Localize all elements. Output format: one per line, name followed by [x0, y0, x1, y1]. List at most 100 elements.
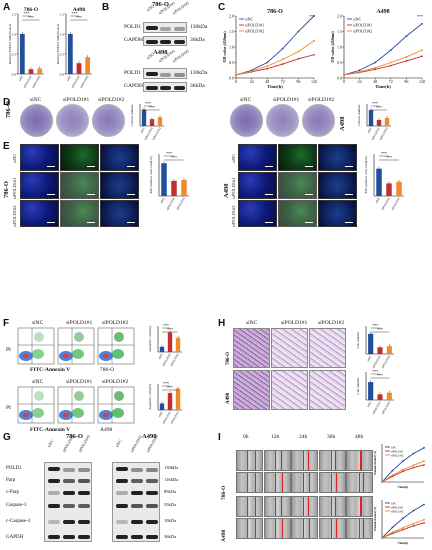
- bar-siPOLD1#2: [386, 346, 392, 354]
- y-tick-label: 2.0: [337, 13, 342, 18]
- blot-b-a498-lane-1: siNC: [145, 51, 156, 61]
- series-line-siNC: [235, 15, 315, 76]
- y-tick-label: 0.0: [12, 72, 17, 76]
- panel-f-786o-pi: PI: [6, 347, 11, 353]
- panel-g-label-0: POLD1: [6, 466, 22, 471]
- legend-label-siPOLD1#1: siPOLD1#1: [245, 22, 264, 27]
- point-siNC: [412, 452, 415, 455]
- panel-f-786o-sinc: siNC: [32, 320, 44, 326]
- sig-marker: ***: [145, 101, 151, 106]
- y-axis-label: Relative POLD1 mRNA level: [56, 24, 60, 65]
- panel-e-a498-row-sinc: siNC: [231, 153, 236, 163]
- panel-e-786o-bar-svg: siNC siPOLD1#1 siPOLD1#2 EdU positive cells…: [149, 151, 189, 211]
- point-siPOLD1#1: [412, 466, 415, 469]
- sig-marker: ***: [386, 155, 392, 160]
- wound-edge-right: [281, 519, 283, 538]
- flow-cluster-core: [103, 413, 109, 417]
- panel-d-786o-si1: siPOLD1#1: [63, 97, 90, 103]
- x-tick-label: siPOLD1#1: [371, 354, 382, 369]
- colony-plate-a498-si1: [266, 104, 299, 137]
- panel-f-786o-cell: 786-O: [100, 367, 115, 373]
- x-tick-label: siPOLD1#2: [378, 126, 389, 140]
- x-tick-label: siNC: [18, 75, 25, 82]
- point-siPOLD1#2: [343, 74, 345, 76]
- blot-b-a498-title: A498: [153, 49, 168, 56]
- panel-e-a498-bar-svg: siNC siPOLD1#1 siPOLD1#2 EdU positive cells…: [364, 151, 404, 211]
- wound-image-r3-c0: [236, 518, 263, 539]
- wound-image-r1-c1: [263, 472, 291, 493]
- series-line-siNC: [343, 23, 423, 76]
- edu-a498-si1-merge: [318, 172, 357, 199]
- wound-edge-right: [335, 473, 337, 492]
- wound-edge-right: [254, 519, 256, 538]
- panel-d-a498-si2: siPOLD1#2: [308, 97, 335, 103]
- point-siPOLD1#2: [266, 65, 269, 68]
- panel-g-label-5: GAPDH: [6, 535, 24, 540]
- point-siPOLD1#2: [423, 460, 425, 462]
- sig-marker: ***: [72, 11, 78, 16]
- x-tick-label: siNC: [157, 353, 164, 360]
- flow-cluster-core: [63, 413, 69, 417]
- edu-786o-si2-edu: [60, 200, 99, 227]
- flow-cluster-early: [72, 408, 84, 418]
- panel-i-time-4: 48h: [355, 434, 364, 440]
- transwell-a498-sinc: [233, 370, 270, 410]
- bar-siPOLD1#2: [396, 181, 402, 196]
- point-siPOLD1#2: [381, 537, 383, 539]
- bar-siNC: [19, 34, 25, 74]
- edu-a498-sinc-merge: [318, 144, 357, 171]
- edu-a498-si1-edu: [278, 172, 317, 199]
- panel-e-a498-row-si1: siPOLD1#1: [231, 177, 236, 199]
- panel-h-786o-side: 786-O: [226, 351, 231, 365]
- panel-g-label-1: Parp: [6, 478, 16, 483]
- legend-label-siPOLD1#1: siPOLD1#1: [391, 506, 404, 509]
- x-tick-label: siPOLD1#2: [390, 196, 401, 211]
- colony-plate-786o-sinc: [20, 104, 53, 137]
- blot-b-786o-kda-gapdh: 36kDa: [190, 37, 205, 43]
- x-tick-label: 0: [343, 79, 345, 84]
- wound-edge-right: [362, 519, 364, 538]
- wound-edge-right: [281, 473, 283, 492]
- panel-label-g: G: [3, 432, 11, 443]
- y-tick-label: 0.5: [337, 60, 342, 65]
- sig-marker: ***: [372, 101, 378, 106]
- point-siPOLD1#1: [266, 67, 269, 70]
- sig-marker: ***: [163, 381, 169, 386]
- point-siPOLD1#2: [374, 66, 377, 69]
- y-tick-label: 0.5: [229, 60, 234, 65]
- x-tick-label: siPOLD1#1: [161, 352, 172, 367]
- legend-label-siPOLD1#2: siPOLD1#2: [245, 28, 264, 33]
- point-siPOLD1#1: [389, 64, 392, 67]
- point-siPOLD1#2: [389, 61, 392, 64]
- bar-siPOLD1#2: [384, 118, 390, 126]
- legend-label-siPOLD1#1: siPOLD1#1: [353, 22, 372, 27]
- sig-marker: ***: [377, 327, 383, 332]
- x-tick-label: siNC: [159, 197, 166, 204]
- panel-i-time-2: 24h: [299, 434, 308, 440]
- x-tick-label: 96: [404, 79, 408, 84]
- wound-edge-right: [308, 519, 310, 538]
- panel-h-si2: siPOLD1#2: [318, 320, 345, 326]
- legend-label-siPOLD1#2: siPOLD1#2: [391, 510, 404, 513]
- bar-siNC: [159, 403, 165, 410]
- panel-a-charts: 0.00.51.01.5siNCsiPOLD1#1siPOLD1#2Relati…: [8, 7, 92, 89]
- point-siNC: [391, 526, 394, 529]
- panel-f-a498-flow-svg: [17, 386, 135, 424]
- point-siPOLD1#2: [281, 58, 284, 61]
- point-siPOLD1#1: [412, 524, 415, 527]
- wound-edge-right: [254, 473, 256, 492]
- panel-g-label-4: c-Caspase-3: [6, 519, 31, 524]
- panel-d-786o-si2: siPOLD1#2: [98, 97, 125, 103]
- x-axis-label: Time(h): [267, 84, 283, 89]
- wound-edge-left: [274, 451, 276, 470]
- panel-f-786o-xlabel: FITC-Annexin V: [30, 367, 71, 373]
- wound-image-r3-c1: [263, 518, 291, 539]
- wound-edge-right: [362, 473, 364, 492]
- wound-image-r2-c3: [318, 496, 346, 517]
- x-tick-label: 72: [281, 79, 285, 84]
